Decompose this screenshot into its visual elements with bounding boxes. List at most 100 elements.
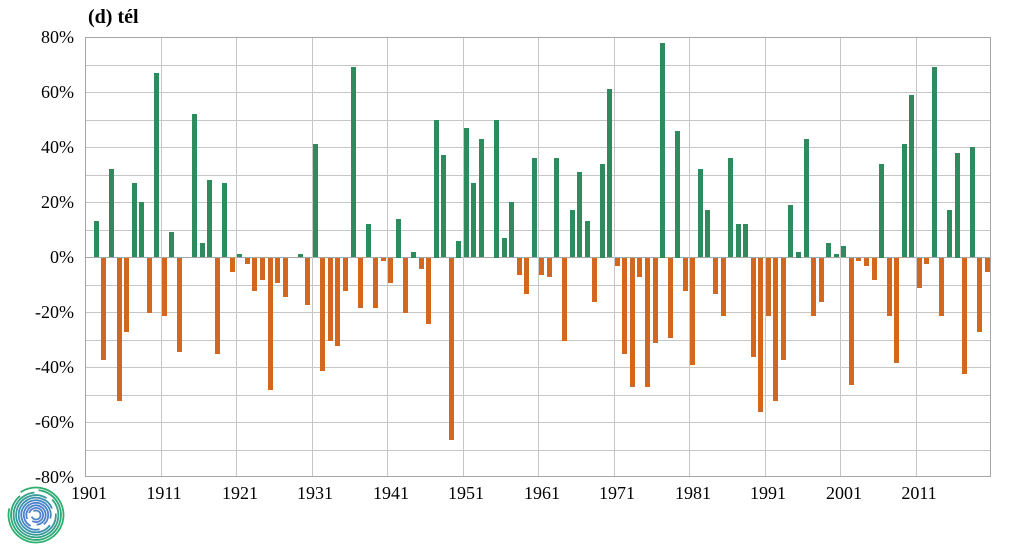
bar-1948 (441, 155, 447, 257)
x-tick-label: 1931 (297, 483, 333, 503)
bar-1960 (531, 158, 537, 257)
bar-1934 (335, 258, 341, 346)
bar-1938 (365, 224, 371, 257)
bar-1976 (652, 258, 658, 343)
y-tick-label: 0% (50, 247, 74, 267)
bar-1937 (358, 258, 364, 308)
bar-1945 (418, 258, 424, 269)
bar-1986 (728, 158, 733, 257)
v-gridline (161, 37, 162, 477)
bar-1971 (614, 258, 620, 266)
bar-2019 (977, 258, 983, 332)
v-gridline (916, 37, 917, 477)
bar-1955 (494, 120, 499, 258)
bar-1985 (720, 258, 726, 316)
bar-1977 (660, 43, 666, 258)
bar-1994 (788, 205, 794, 257)
bar-2009 (901, 144, 907, 257)
spiral-arc (15, 494, 57, 536)
y-tick-label: 80% (41, 27, 74, 47)
bar-2000 (833, 254, 839, 257)
bar-1981 (690, 258, 696, 365)
v-gridline (463, 37, 464, 477)
bar-1943 (403, 258, 409, 313)
bar-1972 (622, 258, 628, 354)
bar-1973 (629, 258, 635, 387)
bar-1998 (818, 258, 824, 302)
bar-1968 (592, 258, 598, 302)
bar-1946 (426, 258, 431, 324)
plot-area (85, 37, 991, 477)
spiral-arc (17, 496, 53, 534)
bar-1984 (712, 258, 718, 294)
spiral-arc (28, 507, 44, 523)
x-tick-label: 1901 (71, 483, 107, 503)
bar-2005 (871, 258, 877, 280)
bar-2016 (954, 153, 960, 258)
bar-1908 (139, 202, 145, 257)
bar-1904 (108, 169, 114, 257)
bar-1978 (667, 258, 673, 338)
bar-1942 (395, 219, 401, 258)
bar-1911 (161, 258, 167, 316)
bar-1919 (222, 183, 228, 257)
bar-1926 (275, 258, 280, 283)
bar-1929 (297, 254, 303, 257)
plot-border (85, 37, 991, 477)
spiral-arc (10, 489, 62, 541)
bar-1993 (780, 258, 786, 360)
bar-1949 (448, 258, 454, 440)
bar-1918 (214, 258, 220, 354)
bar-1933 (327, 258, 333, 341)
spiral-logo-icon (7, 486, 65, 544)
bar-1920 (229, 258, 235, 272)
bar-1951 (463, 128, 469, 257)
v-gridline (765, 37, 766, 477)
bar-2002 (848, 258, 854, 385)
bar-1930 (305, 258, 311, 305)
spiral-arc (25, 504, 47, 526)
spiral-arc (7, 486, 65, 544)
v-gridline (538, 37, 539, 477)
bar-1903 (101, 258, 107, 360)
bar-1925 (267, 258, 273, 390)
x-tick-label: 1921 (222, 483, 258, 503)
v-gridline (614, 37, 615, 477)
bar-1922 (244, 258, 250, 264)
spiral-arc (30, 509, 42, 521)
bar-1963 (554, 158, 560, 257)
bar-1988 (743, 224, 749, 257)
bar-1996 (803, 139, 809, 257)
bar-1982 (697, 169, 703, 257)
bar-1952 (471, 183, 477, 257)
bar-1957 (509, 202, 515, 257)
bar-2004 (863, 258, 869, 266)
bar-1917 (207, 180, 213, 257)
bar-1902 (93, 221, 99, 257)
bar-1932 (320, 258, 326, 371)
v-gridline (840, 37, 841, 477)
bar-1962 (546, 258, 552, 277)
bar-1975 (645, 258, 650, 387)
y-tick-label: 40% (41, 137, 74, 157)
bar-1910 (154, 73, 160, 257)
bar-2020 (984, 258, 990, 272)
spiral-arc (20, 499, 52, 531)
bar-1947 (433, 120, 439, 258)
bar-1915 (192, 114, 197, 257)
bar-1935 (343, 258, 348, 291)
bar-1953 (478, 139, 484, 257)
bar-1912 (169, 232, 175, 257)
x-tick-label: 1911 (146, 483, 182, 503)
bar-1941 (388, 258, 394, 283)
bar-1958 (516, 258, 522, 275)
bar-1921 (237, 254, 243, 257)
bar-1970 (607, 89, 613, 257)
x-tick-label: 2001 (826, 483, 862, 503)
bar-2011 (916, 258, 922, 288)
bar-1907 (131, 183, 137, 257)
bar-1991 (765, 258, 771, 316)
bar-1909 (146, 258, 152, 313)
bar-1990 (758, 258, 764, 412)
